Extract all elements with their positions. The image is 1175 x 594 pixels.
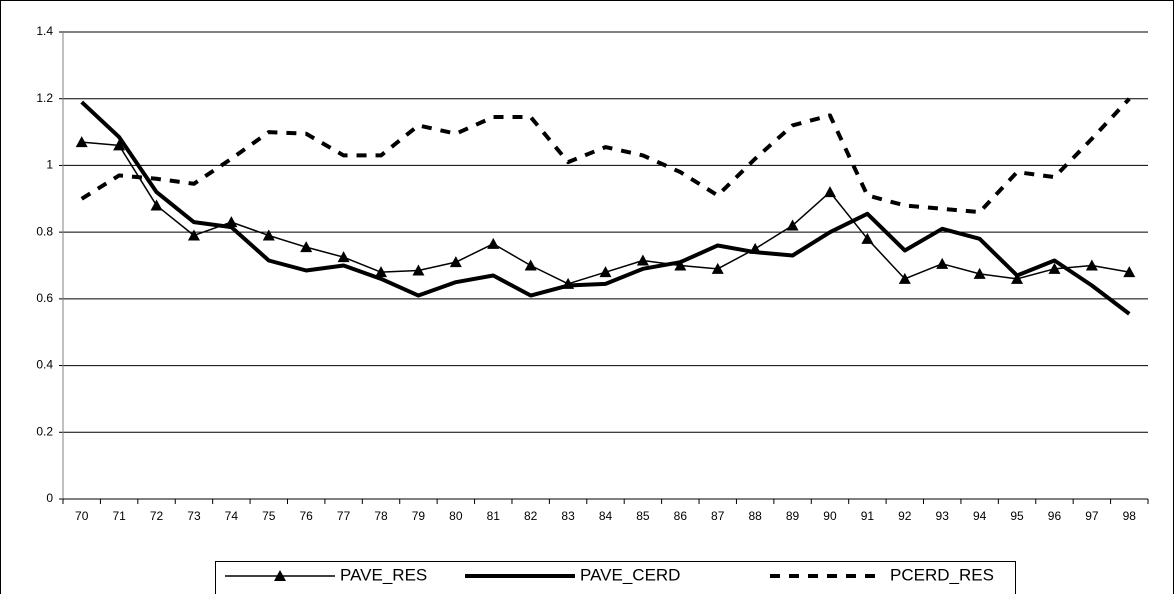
y-tick-label: 0.2 [36,424,53,438]
x-tick-label: 98 [1123,509,1137,523]
y-tick-label: 1.2 [36,91,53,105]
y-tick-label: 1 [46,158,53,172]
x-tick-label: 92 [898,509,912,523]
x-tick-label: 78 [374,509,388,523]
x-tick-label: 70 [75,509,89,523]
x-tick-label: 71 [112,509,126,523]
x-tick-label: 77 [337,509,351,523]
point-marker [524,259,537,271]
point-marker [262,229,275,241]
x-tick-label: 94 [973,509,987,523]
x-tick-label: 79 [412,509,426,523]
x-tick-label: 87 [711,509,725,523]
x-tick-label: 73 [187,509,201,523]
x-tick-label: 91 [861,509,875,523]
point-marker [786,219,799,231]
point-marker [861,232,874,244]
x-tick-label: 89 [786,509,800,523]
x-tick-label: 93 [936,509,950,523]
point-marker [375,266,388,278]
x-tick-label: 85 [636,509,650,523]
point-marker [487,237,500,249]
point-marker [973,267,986,279]
point-marker [449,256,462,268]
point-marker [187,229,200,241]
x-tick-label: 88 [748,509,762,523]
point-marker [337,251,350,263]
legend: PAVE_RES PAVE_CERD PCERD_RES [215,561,1016,594]
point-marker [412,264,425,276]
x-tick-label: 95 [1010,509,1024,523]
x-tick-label: 90 [823,509,837,523]
y-tick-label: 0 [46,491,53,505]
point-marker [75,136,88,148]
legend-label: PAVE_CERD [580,565,680,584]
point-marker [711,262,724,274]
x-tick-label: 96 [1048,509,1062,523]
x-tick-label: 76 [300,509,314,523]
x-tick-label: 81 [487,509,501,523]
point-marker [1085,259,1098,271]
x-tick-label: 84 [599,509,613,523]
legend-box [215,561,1016,594]
point-marker [1048,262,1061,274]
point-marker [636,254,649,266]
point-marker [599,266,612,278]
legend-marker [274,570,286,581]
legend-label: PAVE_RES [340,565,427,584]
series-line [80,100,1131,316]
y-tick-label: 0.4 [36,358,53,372]
series-line [80,97,1131,215]
x-tick-label: 80 [449,509,463,523]
x-tick-label: 86 [674,509,688,523]
point-marker [225,216,238,228]
point-marker [936,257,949,269]
legend-label: PCERD_RES [890,565,994,584]
point-marker [300,241,313,253]
point-marker [674,259,687,271]
point-marker [1123,266,1136,278]
point-marker [898,272,911,284]
x-tick-label: 75 [262,509,276,523]
x-tick-label: 97 [1085,509,1099,523]
x-tick-label: 74 [225,509,239,523]
point-marker [150,199,163,211]
x-tick-label: 83 [561,509,575,523]
point-marker [1011,272,1024,284]
point-marker [823,186,836,198]
y-tick-label: 0.6 [36,291,53,305]
x-tick-label: 82 [524,509,538,523]
point-marker [113,139,126,151]
y-tick-label: 1.4 [36,24,53,38]
y-tick-label: 0.8 [36,224,53,238]
x-tick-label: 72 [150,509,164,523]
